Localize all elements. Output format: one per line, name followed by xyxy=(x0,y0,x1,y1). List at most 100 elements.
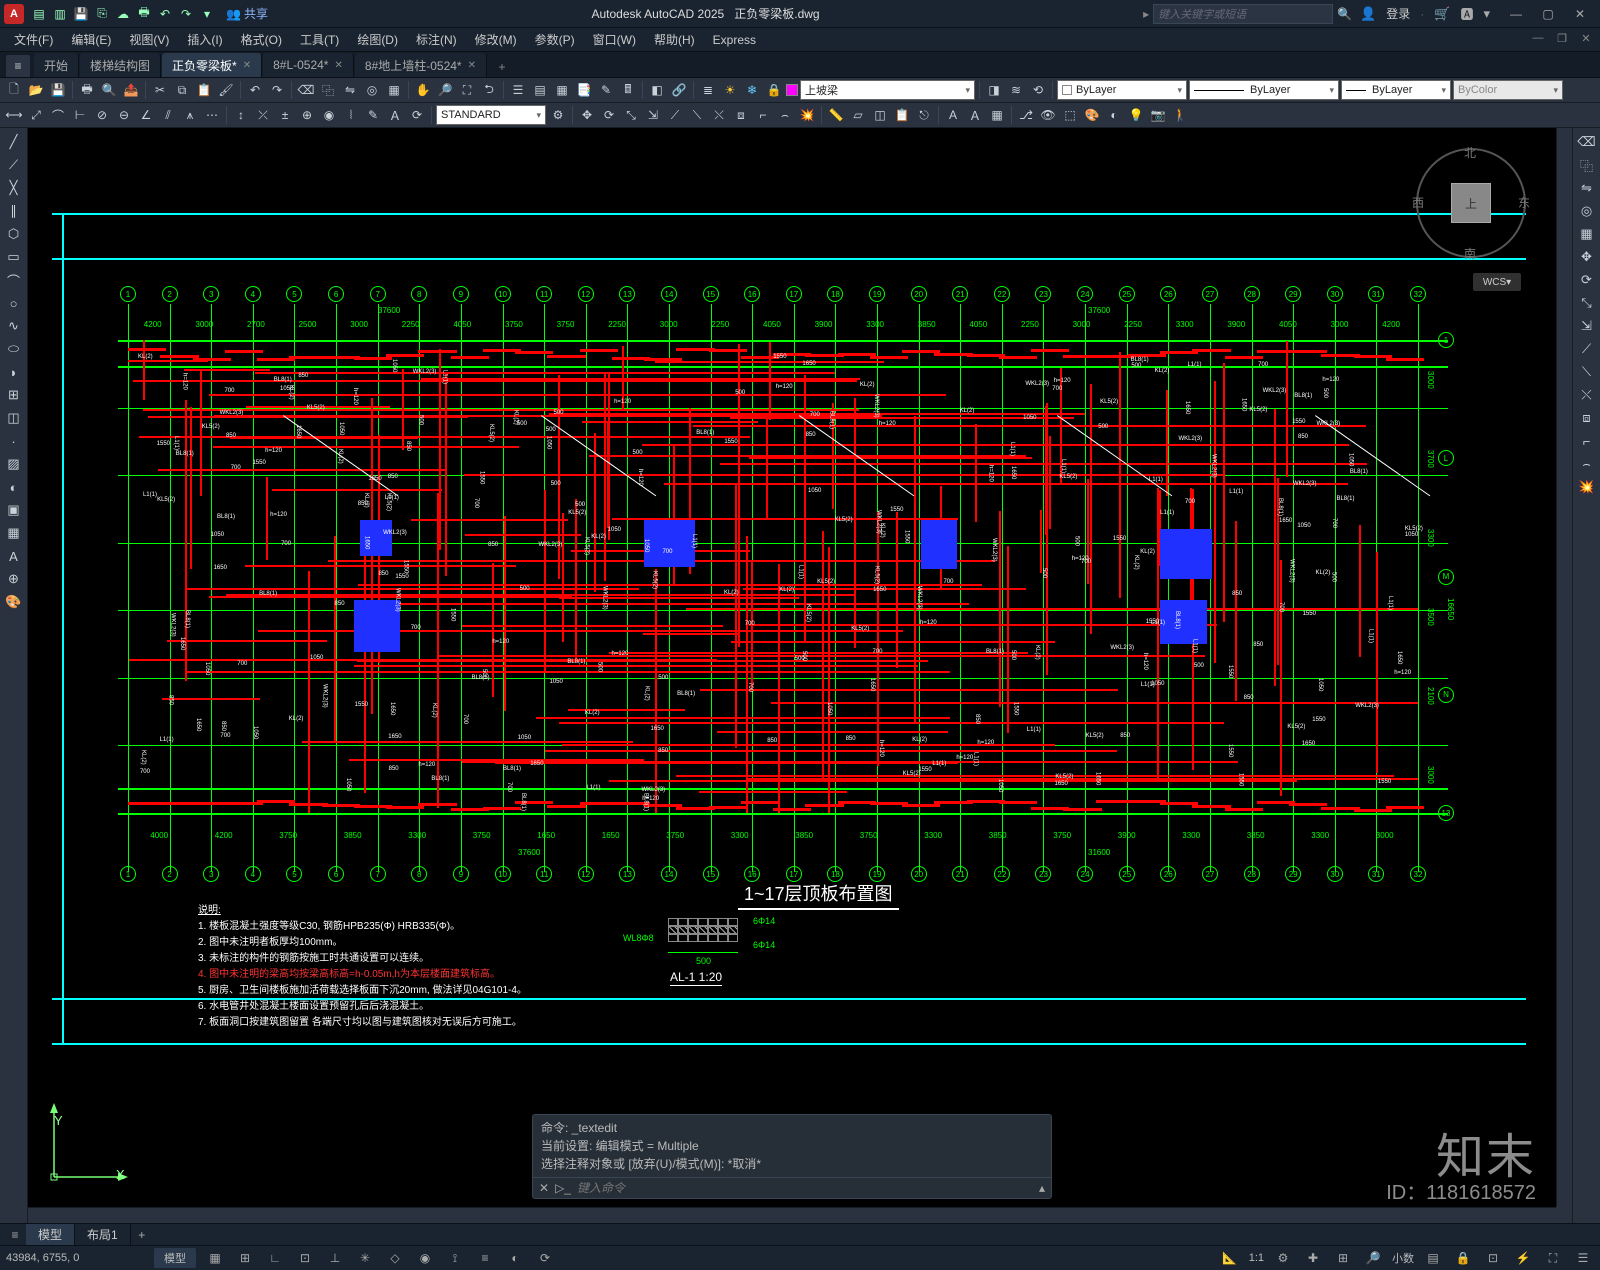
rt-join-icon[interactable]: ⧈ xyxy=(1576,408,1598,428)
undo-icon[interactable]: ↶ xyxy=(156,5,174,23)
web-icon[interactable]: ☁ xyxy=(114,5,132,23)
rt-mirror-icon[interactable]: ⇋ xyxy=(1576,178,1598,198)
new-tab-button[interactable]: + xyxy=(492,57,512,77)
file-tab[interactable]: 正负零梁板*✕ xyxy=(162,53,262,77)
tb-mat-icon[interactable]: ◐ xyxy=(1104,105,1124,125)
search-icon[interactable]: 🔍 xyxy=(1337,7,1352,21)
rt-erase-icon[interactable]: ⌫ xyxy=(1576,132,1598,152)
horizontal-scrollbar[interactable] xyxy=(28,1207,1556,1223)
cmd-close-icon[interactable]: ✕ xyxy=(539,1181,549,1195)
status-ortho-icon[interactable]: ⊥ xyxy=(324,1248,346,1268)
tb-ssm-icon[interactable]: 📑 xyxy=(574,80,594,100)
rt-break-icon[interactable]: ⤬ xyxy=(1576,385,1598,405)
dim-tol-icon[interactable]: ± xyxy=(275,105,295,125)
tb-offset-icon[interactable]: ◎ xyxy=(362,80,382,100)
status-model-button[interactable]: 模型 xyxy=(154,1248,196,1268)
file-tab-start[interactable]: 开始 xyxy=(34,53,79,77)
tb-match-icon[interactable]: 🖌 xyxy=(216,80,236,100)
rt-explode-icon[interactable]: 💥 xyxy=(1576,477,1598,497)
status-osnap-icon[interactable]: ◉ xyxy=(414,1248,436,1268)
layout-tab-layout1[interactable]: 布局1 xyxy=(75,1224,131,1245)
dim-dia-icon[interactable]: ⊖ xyxy=(114,105,134,125)
tb-area-icon[interactable]: ▱ xyxy=(848,105,868,125)
save-icon[interactable]: 💾 xyxy=(72,5,90,23)
dim-rad-icon[interactable]: ⊘ xyxy=(92,105,112,125)
tb-join-icon[interactable]: ⧈ xyxy=(731,105,751,125)
menu-edit[interactable]: 编辑(E) xyxy=(63,29,119,50)
status-snap-icon[interactable]: ⊞ xyxy=(234,1248,256,1268)
qat-more-icon[interactable]: ▾ xyxy=(198,5,216,23)
tb-fillet-icon[interactable]: ⌢ xyxy=(775,105,795,125)
tb-tp-icon[interactable]: ▦ xyxy=(552,80,572,100)
status-lw-icon[interactable]: ≡ xyxy=(474,1248,496,1268)
command-input[interactable] xyxy=(577,1181,1033,1195)
tb-region-icon[interactable]: ◫ xyxy=(870,105,890,125)
rect-icon[interactable]: ▭ xyxy=(3,247,25,267)
tb-dist-icon[interactable]: 📏 xyxy=(826,105,846,125)
status-scale-icon[interactable]: 📐 xyxy=(1219,1248,1241,1268)
status-iso2-icon[interactable]: ⊡ xyxy=(1482,1248,1504,1268)
drawing-canvas[interactable]: 1234567891011121314151617181920212223242… xyxy=(28,128,1556,1207)
tb-light-icon[interactable]: 💡 xyxy=(1126,105,1146,125)
menu-view[interactable]: 视图(V) xyxy=(121,29,177,50)
menu-file[interactable]: 文件(F) xyxy=(6,29,61,50)
menu-modify[interactable]: 修改(M) xyxy=(467,29,525,50)
tb-walk-icon[interactable]: 🚶 xyxy=(1170,105,1190,125)
tb-table-icon[interactable]: ▦ xyxy=(987,105,1007,125)
file-tab[interactable]: 8#L-0524*✕ xyxy=(263,53,354,77)
rt-fillet-icon[interactable]: ⌢ xyxy=(1576,454,1598,474)
mtext-icon[interactable]: A xyxy=(3,546,25,566)
mdi-close[interactable]: ✕ xyxy=(1574,28,1598,48)
menu-param[interactable]: 参数(P) xyxy=(527,29,583,50)
tb-undo-icon[interactable]: ↶ xyxy=(245,80,265,100)
menu-help[interactable]: 帮助(H) xyxy=(646,29,703,50)
minimize-button[interactable]: — xyxy=(1500,3,1532,25)
rt-extend-icon[interactable]: ⟍ xyxy=(1576,362,1598,382)
tb-publish-icon[interactable]: 📤 xyxy=(121,80,141,100)
dim-aligned-icon[interactable]: ⤢ xyxy=(26,105,46,125)
tb-paste-icon[interactable]: 📋 xyxy=(194,80,214,100)
tb-pan-icon[interactable]: ✋ xyxy=(413,80,433,100)
dim-cont-icon[interactable]: ⋯ xyxy=(202,105,222,125)
dim-center-icon[interactable]: ⊕ xyxy=(297,105,317,125)
menu-insert[interactable]: 插入(I) xyxy=(179,29,230,50)
tb-scale-icon[interactable]: ⤡ xyxy=(621,105,641,125)
tb-break-icon[interactable]: ⤬ xyxy=(709,105,729,125)
tb-qc-icon[interactable]: 🖩 xyxy=(618,80,638,100)
tb-3d-icon[interactable]: ⬚ xyxy=(1060,105,1080,125)
dim-jog-icon[interactable]: ⦚ xyxy=(341,105,361,125)
dim-arc-icon[interactable]: ⌒ xyxy=(48,105,68,125)
status-iso-icon[interactable]: ◇ xyxy=(384,1248,406,1268)
pline-icon[interactable]: ⟋ xyxy=(3,155,25,175)
rt-array-icon[interactable]: ▦ xyxy=(1576,224,1598,244)
tb-stretch-icon[interactable]: ⇲ xyxy=(643,105,663,125)
view-cube[interactable]: 上 北 南 西 东 xyxy=(1416,148,1526,258)
tb-props-icon[interactable]: ☰ xyxy=(508,80,528,100)
viewcube-top[interactable]: 上 xyxy=(1451,183,1491,223)
tb-save-icon[interactable]: 💾 xyxy=(48,80,68,100)
insert-icon[interactable]: ⊞ xyxy=(3,385,25,405)
tb-ucs-icon[interactable]: ⎇ xyxy=(1016,105,1036,125)
status-lock-icon[interactable]: 🔒 xyxy=(1452,1248,1474,1268)
tb-layeriso-icon[interactable]: ◨ xyxy=(984,80,1004,100)
ellipsearc-icon[interactable]: ◗ xyxy=(3,362,25,382)
status-custom-icon[interactable]: ☰ xyxy=(1572,1248,1594,1268)
dim-ord-icon[interactable]: ⊢ xyxy=(70,105,90,125)
new-icon[interactable]: ▤ xyxy=(30,5,48,23)
rt-chamfer-icon[interactable]: ⌐ xyxy=(1576,431,1598,451)
plot-icon[interactable]: 🖶 xyxy=(135,5,153,23)
tb-zoomprev-icon[interactable]: ⮌ xyxy=(479,80,499,100)
dim-quick-icon[interactable]: ⫽ xyxy=(158,105,178,125)
status-clean-icon[interactable]: ⛶ xyxy=(1542,1248,1564,1268)
status-annoscale-icon[interactable]: 🔎 xyxy=(1362,1248,1384,1268)
layer-color-swatch[interactable] xyxy=(786,84,798,96)
status-dyn-icon[interactable]: ⊡ xyxy=(294,1248,316,1268)
hatch-icon[interactable]: ▨ xyxy=(3,454,25,474)
status-infer-icon[interactable]: ∟ xyxy=(264,1248,286,1268)
dim-insp-icon[interactable]: ◉ xyxy=(319,105,339,125)
tb-sun-icon[interactable]: ☀ xyxy=(720,80,740,100)
app-logo[interactable]: A xyxy=(4,4,24,24)
tb-copy-icon[interactable]: ⧉ xyxy=(172,80,192,100)
tb-xref-icon[interactable]: 🔗 xyxy=(669,80,689,100)
dim-tedit-icon[interactable]: Ａ xyxy=(385,105,405,125)
